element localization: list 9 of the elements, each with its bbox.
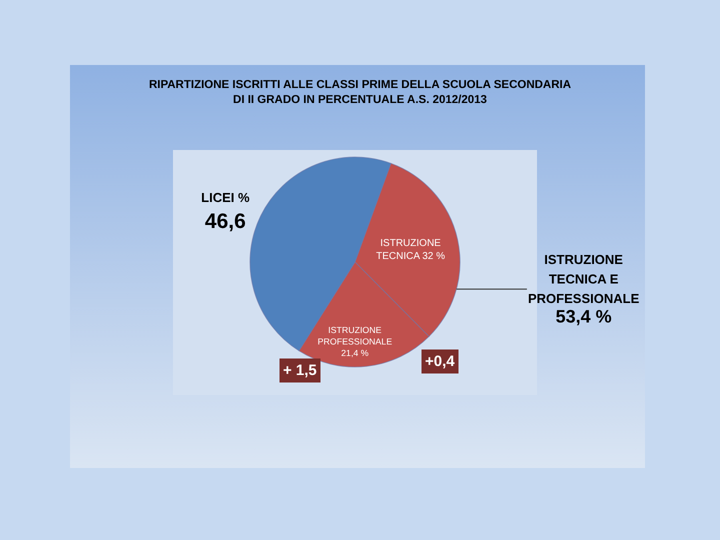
- slice-label: LICEI %: [201, 190, 250, 206]
- slice-label: ISTRUZIONE PROFESSIONALE: [318, 325, 392, 346]
- chart-title: RIPARTIZIONE ISCRITTI ALLE CLASSI PRIME DELLA SCUOLA SECONDARIA DI II GRADO IN PERCENTUALE A.S. 2012/2013: [148, 79, 572, 106]
- data-label: 21,4 %: [341, 348, 369, 358]
- text: +0,4: [425, 353, 456, 370]
- text: + 1,5: [283, 362, 317, 379]
- data-label: 46,6: [204, 210, 246, 234]
- slice-label: ISTRUZIONE TECNICA 32 %: [376, 238, 446, 262]
- text: ISTRUZIONE TECNICA E PROFESSIONALE 53,4 %: [528, 252, 640, 326]
